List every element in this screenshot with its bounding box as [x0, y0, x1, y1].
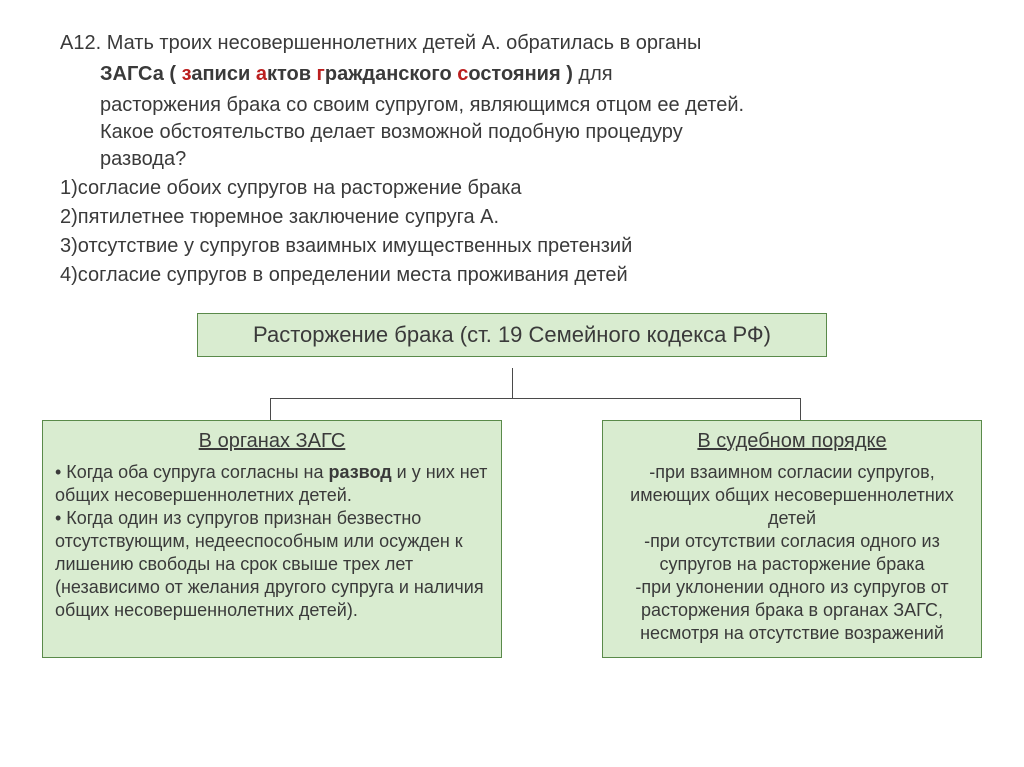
question-acronym-line: ЗАГСа ( записи актов гражданского состоя… — [60, 61, 964, 88]
left-b2: • Когда один из супругов признан безвест… — [55, 507, 489, 622]
option-3: 3)отсутствие у супругов взаимных имущест… — [60, 233, 964, 260]
connector-horizontal — [270, 398, 800, 399]
question-cont2: расторжения брака со своим супругом, явл… — [60, 92, 964, 119]
question-cont3: Какое обстоятельство делает возможной по… — [60, 119, 964, 146]
right-b2: -при отсутствии согласия одного из супру… — [615, 530, 969, 576]
left-b1b: развод — [328, 462, 391, 482]
left-column-body: • Когда оба супруга согласны на развод и… — [55, 461, 489, 622]
connector-vertical — [512, 368, 513, 398]
question-intro: А12. Мать троих несовершеннолетних детей… — [60, 30, 964, 57]
word-sost: остояния ) — [468, 63, 573, 85]
left-column-title: В органах ЗАГС — [55, 429, 489, 455]
letter-g: г — [317, 63, 325, 85]
word-zapisi: аписи — [191, 63, 255, 85]
question-cont4: развода? — [60, 146, 964, 173]
connector-left-drop — [270, 398, 271, 422]
option-4: 4)согласие супругов в определении места … — [60, 262, 964, 289]
left-b1a: • Когда оба супруга согласны на — [55, 462, 328, 482]
word-aktov: ктов — [267, 63, 317, 85]
option-2: 2)пятилетнее тюремное заключение супруга… — [60, 204, 964, 231]
question-intro-text: Мать троих несовершеннолетних детей А. о… — [107, 32, 702, 54]
answer-options: 1)согласие обоих супругов на расторжение… — [60, 175, 964, 289]
right-b3: -при уклонении одного из супругов от рас… — [615, 576, 969, 645]
connector-right-drop — [800, 398, 801, 422]
letter-z: з — [182, 63, 192, 85]
question-block: А12. Мать троих несовершеннолетних детей… — [0, 0, 1024, 299]
left-column-box: В органах ЗАГС • Когда оба супруга согла… — [42, 420, 502, 658]
diagram-columns: В органах ЗАГС • Когда оба супруга согла… — [42, 420, 982, 658]
letter-s: с — [457, 63, 468, 85]
right-column-title: В судебном порядке — [615, 429, 969, 455]
cont1: для — [573, 63, 613, 85]
zags-prefix: ЗАГСа ( — [100, 63, 182, 85]
right-b1: -при взаимном согласии супругов, имеющих… — [615, 461, 969, 530]
right-column-box: В судебном порядке -при взаимном согласи… — [602, 420, 982, 658]
option-1: 1)согласие обоих супругов на расторжение… — [60, 175, 964, 202]
letter-a: а — [256, 63, 267, 85]
right-column-body: -при взаимном согласии супругов, имеющих… — [615, 461, 969, 645]
diagram-title-box: Расторжение брака (ст. 19 Семейного коде… — [197, 313, 827, 357]
question-number: А12. — [60, 32, 101, 54]
word-grazh: ражданского — [325, 63, 457, 85]
